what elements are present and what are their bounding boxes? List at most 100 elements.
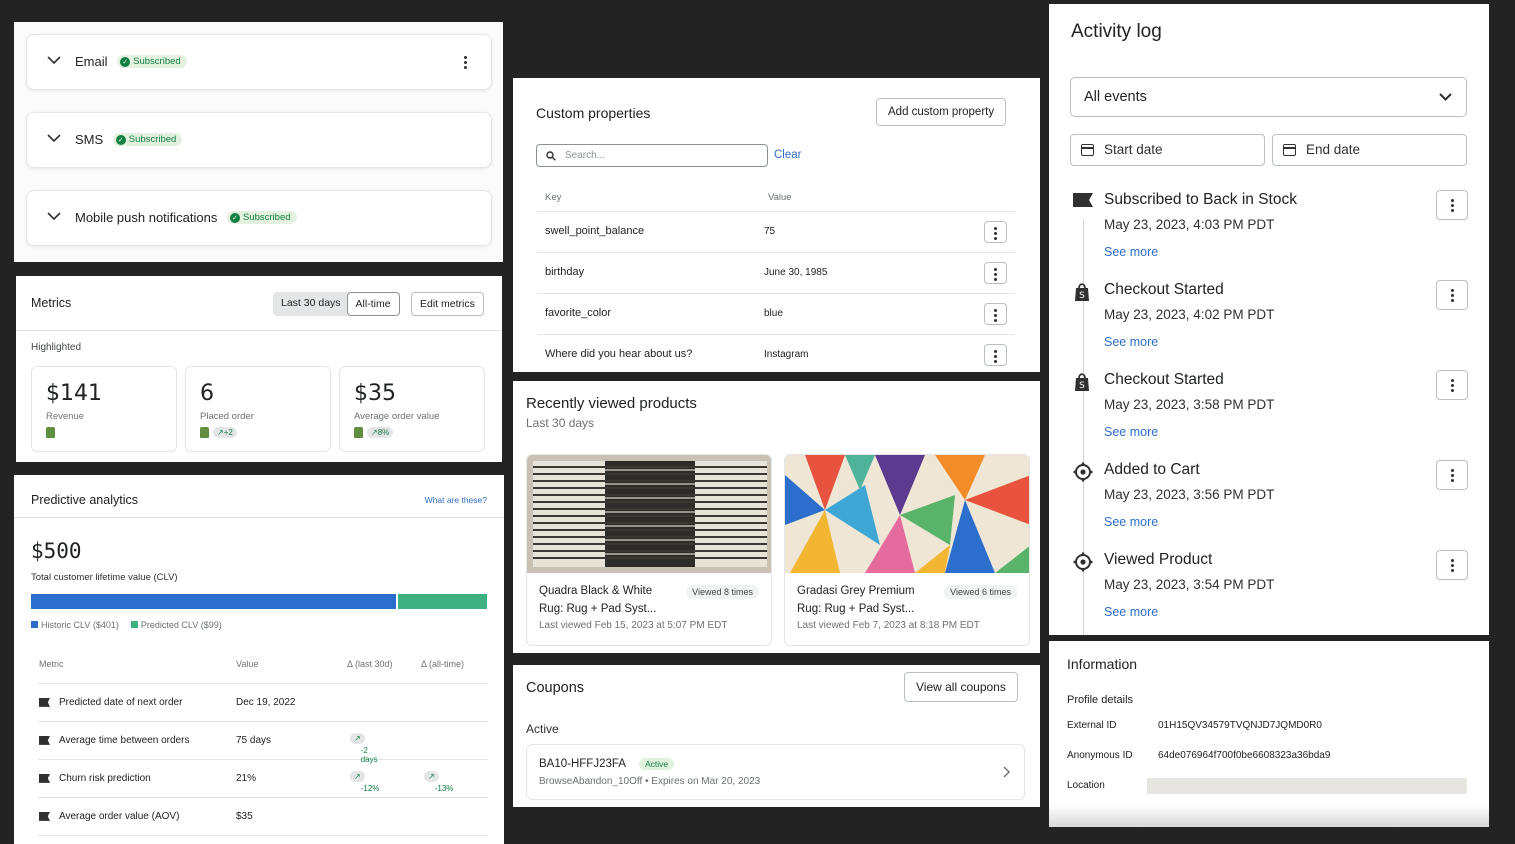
event-actions-button[interactable] [1436,460,1468,490]
shopify-icon: S [1075,373,1089,391]
metrics-title: Metrics [31,296,72,310]
event-actions-button[interactable] [1436,190,1468,220]
anonymous-id-value: 64de076964f700f0be6608323a36bda9 [1158,750,1331,761]
edit-metrics-button[interactable]: Edit metrics [411,292,484,316]
metric-card-placed-order: 6 Placed order ↗+2 [185,366,331,452]
subscription-email[interactable]: Email ✓ Subscribed [26,34,492,90]
event-actions-button[interactable] [1436,550,1468,580]
subscription-sms[interactable]: SMS ✓ Subscribed [26,112,492,168]
location-placeholder [1147,778,1467,794]
status-badge: Active [639,758,675,770]
activity-log-panel: Activity log All events Start date End d… [1049,4,1489,635]
event-filter-select[interactable]: All events [1070,77,1467,117]
see-more-link[interactable]: See more [1104,515,1159,529]
information-panel: Information Profile details External ID … [1049,641,1489,827]
clv-bar-historic [31,594,396,609]
clear-link[interactable]: Clear [774,149,802,161]
product-name: Quadra Black & White [539,585,653,597]
information-title: Information [1067,656,1138,672]
col-value: Value [768,192,792,203]
product-image[interactable] [785,455,1029,573]
row-actions-button[interactable] [984,262,1007,284]
subscription-push[interactable]: Mobile push notifications ✓ Subscribed [26,190,492,246]
table-header: Metric Value Δ (last 30d) Δ (all-time) [38,646,488,684]
end-date-input[interactable]: End date [1272,134,1467,166]
calendar-icon [1283,144,1296,156]
last-viewed: Last viewed Feb 7, 2023 at 8:18 PM EDT [797,620,980,631]
coupon-detail: BrowseAbandon_10Off • Expires on Mar 20,… [539,776,761,787]
more-actions-icon[interactable] [464,56,467,69]
viewed-count-badge: Viewed 8 times [686,585,759,599]
subscription-label: Mobile push notifications [75,210,218,225]
table-row: Average time between orders 75 days ↗ -2 … [38,722,488,764]
gear-icon [1073,552,1093,572]
recent-title: Recently viewed products [526,395,697,412]
chevron-down-icon[interactable] [47,134,61,143]
flag-icon [1073,193,1093,207]
see-more-link[interactable]: See more [1104,425,1159,439]
range-all-time[interactable]: All-time [346,292,400,316]
coupons-panel: Coupons View all coupons Active BA10-HFF… [513,665,1040,807]
search-input[interactable]: Search... [536,144,768,167]
viewed-count-badge: Viewed 6 times [944,585,1017,599]
chevron-down-icon[interactable] [47,56,61,65]
what-are-these-link[interactable]: What are these? [424,495,487,505]
view-all-coupons-button[interactable]: View all coupons [904,672,1018,702]
svg-text:S: S [1079,381,1085,391]
check-icon: ✓ [115,134,126,145]
info-row: Anonymous ID [1067,750,1133,761]
activity-title: Activity log [1071,21,1162,42]
row-actions-button[interactable] [984,221,1007,243]
metric-value: $141 [46,381,102,406]
event-actions-button[interactable] [1436,280,1468,310]
active-label: Active [526,722,559,736]
coupon-item[interactable]: BA10-HFFJ23FA Active BrowseAbandon_10Off… [526,744,1025,800]
trend-badge: ↗ -13% [424,771,453,793]
row-actions-button[interactable] [984,344,1007,366]
clv-caption: Total customer lifetime value (CLV) [31,572,178,583]
more-actions-icon [985,350,1006,363]
subscription-label: SMS [75,132,104,147]
flag-icon [39,735,50,745]
metric-card-aov: $35 Average order value ↗8% [339,366,485,452]
table-row: Average order value (AOV) $35 [38,798,488,836]
timeline-line [1083,219,1084,635]
product-name-cont: Rug: Rug + Pad Syst... [797,603,915,615]
status-badge: ✓ Subscribed [112,133,183,147]
col-key: Key [545,192,562,203]
add-custom-property-button[interactable]: Add custom property [876,98,1007,126]
metrics-panel: Metrics Last 30 days All-time Edit metri… [16,276,502,462]
clv-bar-predicted [397,594,487,609]
chevron-down-icon [1439,93,1452,101]
see-more-link[interactable]: See more [1104,245,1159,259]
product-card[interactable]: Quadra Black & White Viewed 8 times Rug:… [526,454,772,646]
search-placeholder: Search... [565,150,606,161]
shopify-icon [354,427,363,438]
clv-bar [31,594,487,609]
more-actions-icon [985,227,1006,240]
see-more-link[interactable]: See more [1104,605,1159,619]
product-name: Gradasi Grey Premium [797,585,915,597]
table-row: Churn risk prediction 21% ↗ -12% ↗ -13% [38,760,488,798]
gear-icon [1073,462,1093,482]
coupons-title: Coupons [526,680,585,696]
range-last-30-days[interactable]: Last 30 days [273,292,349,316]
svg-text:S: S [1079,291,1085,301]
activity-event: S Checkout Started May 23, 2023, 4:02 PM… [1070,280,1468,370]
custom-properties-title: Custom properties [536,105,651,121]
row-actions-button[interactable] [984,303,1007,325]
clv-value: $500 [31,539,82,563]
start-date-input[interactable]: Start date [1070,134,1265,166]
more-actions-icon [985,309,1006,322]
product-image[interactable] [527,455,771,573]
metrics-range-toggle: Last 30 days All-time [273,292,400,316]
see-more-link[interactable]: See more [1104,335,1159,349]
highlighted-label: Highlighted [31,342,82,353]
event-actions-button[interactable] [1436,370,1468,400]
predictive-title: Predictive analytics [31,493,138,507]
subscriptions-panel: Email ✓ Subscribed SMS ✓ Subscribed Mobile… [14,22,503,262]
product-card[interactable]: Gradasi Grey Premium Viewed 6 times Rug:… [784,454,1030,646]
shopify-icon: S [1075,283,1089,301]
chevron-down-icon[interactable] [47,212,61,221]
activity-event: Added to Cart May 23, 2023, 3:56 PM PDT … [1070,460,1468,550]
